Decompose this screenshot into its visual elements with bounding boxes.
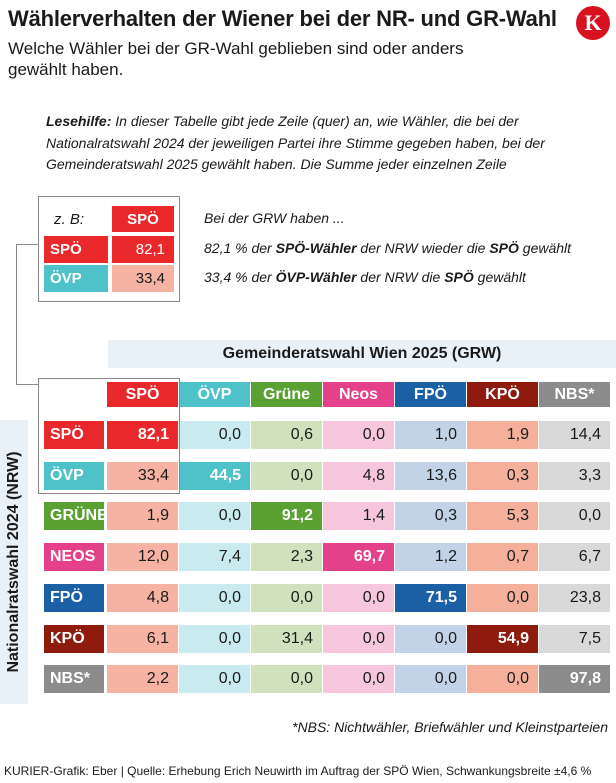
example-box: [38, 196, 180, 302]
table-cell: 0,0: [395, 665, 466, 694]
row-group-band: [0, 420, 28, 704]
row-label: KPÖ: [44, 624, 104, 653]
column-header: ÖVP: [179, 382, 250, 407]
table-cell: 1,9: [107, 502, 178, 531]
table-cell: 0,3: [395, 502, 466, 531]
kurier-logo: K: [576, 6, 610, 40]
table-cell: 0,6: [251, 421, 322, 449]
reading-help-text: In dieser Tabelle gibt jede Zeile (quer)…: [46, 113, 545, 172]
text-part: gewählt: [518, 240, 572, 256]
example-row-label: ÖVP: [44, 265, 108, 292]
table-cell: 0,7: [467, 543, 538, 572]
table-cell: 4,8: [107, 583, 178, 612]
table-cell: 0,0: [251, 583, 322, 612]
table-cell: 0,0: [251, 461, 322, 490]
table-cell: 0,0: [179, 421, 250, 449]
table-cell: 0,0: [179, 624, 250, 653]
highlight-box: [38, 378, 180, 494]
table-cell: 1,0: [395, 421, 466, 449]
row-label: SPÖ: [44, 421, 104, 449]
table-cell: 33,4: [107, 461, 178, 490]
table-cell: 54,9: [467, 624, 538, 653]
reading-help: Lesehilfe: In dieser Tabelle gibt jede Z…: [46, 111, 606, 176]
table-cell: 12,0: [107, 543, 178, 572]
column-group-label: Gemeinderatswahl Wien 2025 (GRW): [108, 340, 616, 368]
text-part: 82,1 % der: [204, 240, 276, 256]
column-header: Grüne: [251, 382, 322, 407]
example-row-value: 82,1: [112, 236, 174, 263]
example-intro: Bei der GRW haben ...: [204, 210, 345, 226]
table-cell: 0,0: [539, 502, 610, 531]
table-cell: 0,0: [179, 583, 250, 612]
column-header: Neos: [323, 382, 394, 407]
text-emph: ÖVP-Wähler: [275, 269, 357, 285]
text-emph: SPÖ-Wähler: [275, 240, 357, 256]
table-cell: 0,0: [179, 502, 250, 531]
example-row-value: 33,4: [112, 265, 174, 292]
text-part: 33,4 % der: [204, 269, 276, 285]
column-header: NBS*: [539, 382, 610, 407]
chart-title: Wählerverhalten der Wiener bei der NR- u…: [8, 6, 557, 31]
table-cell: 6,7: [539, 543, 610, 572]
table-cell: 3,3: [539, 461, 610, 490]
table-cell: 13,6: [395, 461, 466, 490]
connector-line: [16, 384, 38, 385]
text-part: der NRW wieder die: [356, 240, 490, 256]
table-cell: 7,4: [179, 543, 250, 572]
table-cell: 1,2: [395, 543, 466, 572]
table-cell: 7,5: [539, 624, 610, 653]
row-label: NBS*: [44, 665, 104, 694]
table-cell: 6,1: [107, 624, 178, 653]
table-cell: 0,0: [251, 665, 322, 694]
table-cell: 91,2: [251, 502, 322, 531]
table-cell: 31,4: [251, 624, 322, 653]
text-part: der NRW die: [356, 269, 445, 285]
example-explanation-2: 33,4 % der ÖVP-Wähler der NRW die SPÖ ge…: [204, 269, 526, 285]
connector-line: [16, 244, 39, 385]
text-emph: SPÖ: [489, 240, 519, 256]
table-cell: 82,1: [107, 421, 178, 449]
text-part: gewählt: [473, 269, 526, 285]
table-cell: 0,0: [179, 665, 250, 694]
table-cell: 5,3: [467, 502, 538, 531]
example-zb-label: z. B:: [54, 210, 85, 228]
example-row-label: SPÖ: [44, 236, 108, 263]
chart-subtitle: Welche Wähler bei der GR-Wahl geblieben …: [8, 39, 464, 79]
row-label: ÖVP: [44, 461, 104, 490]
table-cell: 2,2: [107, 665, 178, 694]
table-cell: 69,7: [323, 543, 394, 572]
example-explanation-1: 82,1 % der SPÖ-Wähler der NRW wieder die…: [204, 240, 571, 256]
column-header: SPÖ: [107, 382, 178, 407]
table-cell: 0,0: [323, 624, 394, 653]
footnote: *NBS: Nichtwähler, Briefwähler und Klein…: [292, 719, 608, 735]
table-cell: 71,5: [395, 583, 466, 612]
table-cell: 23,8: [539, 583, 610, 612]
text-emph: SPÖ: [444, 269, 474, 285]
reading-help-label: Lesehilfe:: [46, 113, 112, 129]
source-line: KURIER-Grafik: Eber | Quelle: Erhebung E…: [4, 764, 592, 778]
row-label: FPÖ: [44, 583, 104, 612]
table-cell: 0,0: [323, 421, 394, 449]
column-header: FPÖ: [395, 382, 466, 407]
table-cell: 97,8: [539, 665, 610, 694]
table-cell: 1,9: [467, 421, 538, 449]
table-cell: 0,3: [467, 461, 538, 490]
column-header: KPÖ: [467, 382, 538, 407]
row-group-label: Nationalratswahl 2024 (NRW): [5, 451, 22, 673]
table-cell: 1,4: [323, 502, 394, 531]
table-cell: 0,0: [323, 665, 394, 694]
table-cell: 14,4: [539, 421, 610, 449]
table-cell: 44,5: [179, 461, 250, 490]
table-cell: 0,0: [467, 583, 538, 612]
table-cell: 4,8: [323, 461, 394, 490]
table-cell: 0,0: [395, 624, 466, 653]
table-cell: 0,0: [323, 583, 394, 612]
example-header-party: SPÖ: [112, 206, 174, 232]
row-label: GRÜNE: [44, 502, 108, 531]
row-label: NEOS: [44, 543, 104, 572]
table-cell: 0,0: [467, 665, 538, 694]
table-cell: 2,3: [251, 543, 322, 572]
